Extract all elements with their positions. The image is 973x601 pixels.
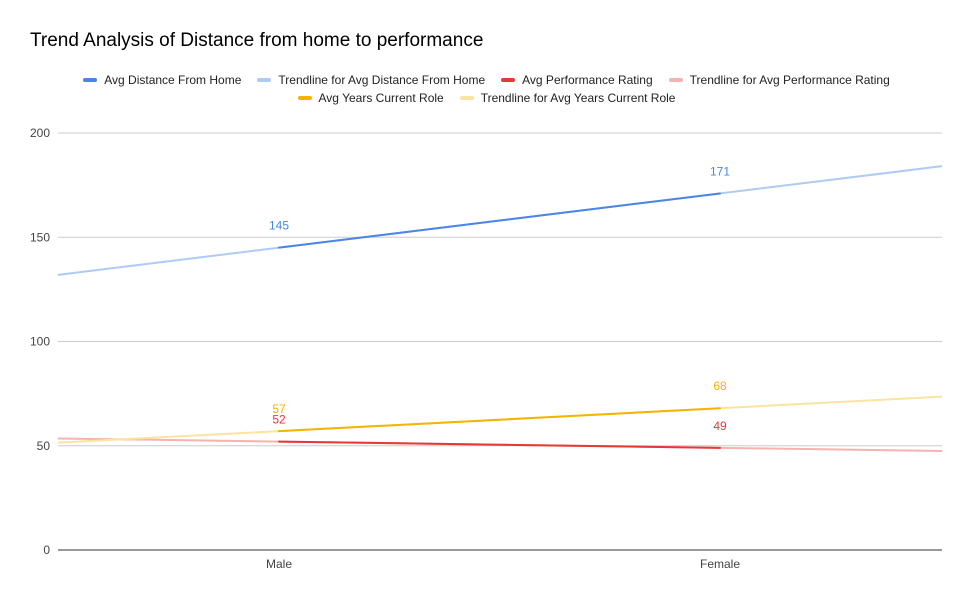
data-label: 49 [713, 419, 727, 433]
legend-item-avg-distance[interactable]: Avg Distance From Home [83, 73, 241, 87]
legend-label-trend-performance: Trendline for Avg Performance Rating [689, 73, 890, 87]
chart-title: Trend Analysis of Distance from home to … [30, 30, 484, 51]
legend-label-avg-performance: Avg Performance Rating [522, 73, 653, 87]
legend-row-1: Avg Distance From Home Trendline for Avg… [0, 73, 973, 87]
legend-label-trend-distance: Trendline for Avg Distance From Home [278, 73, 486, 87]
y-tick-label: 0 [43, 543, 50, 557]
legend-swatch-avg-performance [501, 78, 516, 82]
legend-swatch-trend-years [459, 96, 474, 100]
legend-swatch-avg-distance [83, 78, 98, 82]
legend-label-trend-years: Trendline for Avg Years Current Role [480, 91, 676, 105]
legend-item-avg-years[interactable]: Avg Years Current Role [297, 91, 444, 105]
legend-item-trend-performance[interactable]: Trendline for Avg Performance Rating [668, 73, 890, 87]
legend-item-trend-years[interactable]: Trendline for Avg Years Current Role [459, 91, 676, 105]
y-tick-label: 150 [30, 230, 50, 244]
data-label: 145 [269, 219, 289, 233]
legend-swatch-trend-performance [668, 78, 683, 82]
legend-row-2: Avg Years Current Role Trendline for Avg… [0, 91, 973, 105]
legend-swatch-avg-years [297, 96, 312, 100]
y-tick-label: 100 [30, 335, 50, 349]
data-label: 57 [272, 402, 286, 416]
x-tick-label: Male [266, 557, 292, 571]
series-line [278, 192, 721, 249]
x-tick-label: Female [700, 557, 740, 571]
series-line [278, 440, 721, 449]
data-label: 52 [272, 413, 286, 427]
y-tick-label: 50 [37, 439, 51, 453]
data-label: 171 [710, 164, 730, 178]
legend-label-avg-years: Avg Years Current Role [318, 91, 444, 105]
legend-item-trend-distance[interactable]: Trendline for Avg Distance From Home [257, 73, 485, 87]
series-line [278, 407, 721, 433]
y-tick-label: 200 [30, 126, 50, 140]
legend-item-avg-performance[interactable]: Avg Performance Rating [501, 73, 653, 87]
data-label: 68 [713, 379, 727, 393]
legend-swatch-trend-distance [257, 78, 272, 82]
legend-label-avg-distance: Avg Distance From Home [104, 73, 242, 87]
